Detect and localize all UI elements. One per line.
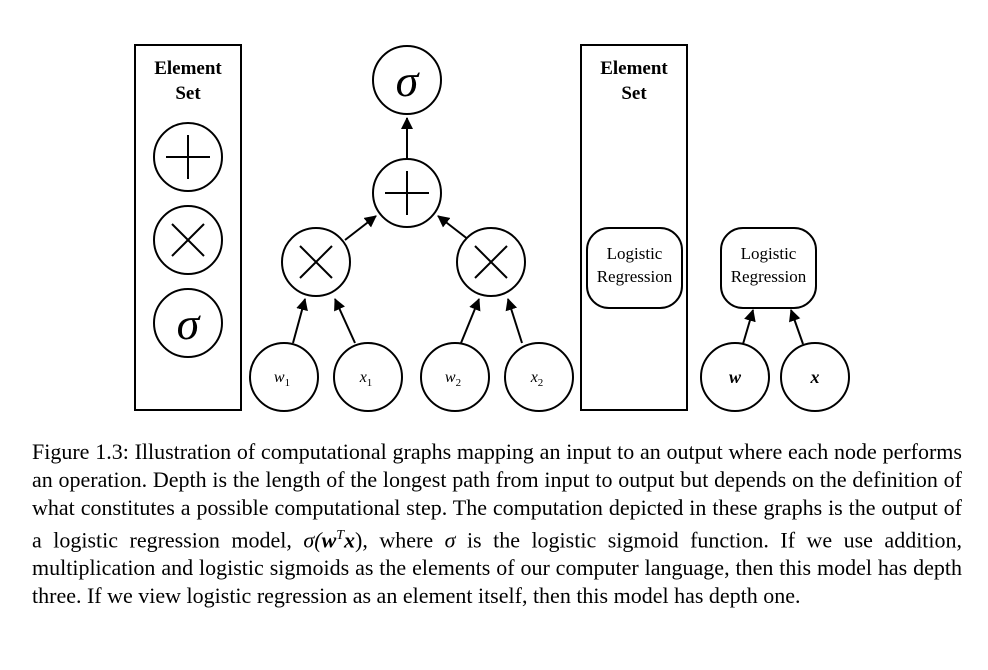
element-logistic-regression-node: Logistic Regression <box>586 227 683 309</box>
caption-math-close: ) <box>355 527 363 553</box>
caption-math-sigma: σ( <box>303 527 322 553</box>
x1-label: x <box>359 369 367 386</box>
caption-label: Figure 1.3: <box>32 439 129 464</box>
graph-w2-node: w2 <box>420 342 490 412</box>
svg-text:w1: w1 <box>274 369 290 389</box>
graph-x1-node: x1 <box>333 342 403 412</box>
graph-sigma-node: σ <box>372 45 442 115</box>
caption-math-x: x <box>344 527 356 553</box>
caption-sentence-2: , where <box>362 527 434 553</box>
w-label: w <box>729 367 742 387</box>
figure-caption: Figure 1.3: Illustration of computationa… <box>32 438 962 610</box>
element-lr-line1: Logistic <box>607 244 663 263</box>
element-plus-node <box>153 122 223 192</box>
edge-x-to-lr <box>789 309 804 345</box>
edge-mul-right-to-sum <box>437 215 470 241</box>
graph-sigma-glyph: σ <box>396 55 421 106</box>
graph-right: Logistic Regression w x <box>700 227 850 412</box>
element-lr-line2: Regression <box>597 267 673 286</box>
element-set-title-right-line2: Set <box>621 83 647 104</box>
element-sigma-node: σ <box>153 288 223 358</box>
svg-text:w2: w2 <box>445 369 461 389</box>
edge-x1-to-mul-left <box>334 298 356 344</box>
graph-lr-line2: Regression <box>731 267 807 286</box>
element-times-node <box>153 205 223 275</box>
w1-subscript: 1 <box>285 377 291 389</box>
w2-label: w <box>445 369 456 386</box>
graph-sum-node <box>372 158 442 228</box>
edge-w-to-lr <box>742 309 756 345</box>
graph-mul-left-node <box>281 227 351 297</box>
svg-text:x2: x2 <box>530 369 544 389</box>
w1-label: w <box>274 369 285 386</box>
x1-subscript: 1 <box>367 377 373 389</box>
svg-text:x1: x1 <box>359 369 373 389</box>
element-set-title-left-line1: Element <box>154 58 222 79</box>
graph-w-node: w <box>700 342 770 412</box>
graph-x2-node: x2 <box>504 342 574 412</box>
x2-label: x <box>530 369 538 386</box>
caption-math-w: w <box>321 527 337 553</box>
element-set-title-right-line1: Element <box>600 58 668 79</box>
x2-subscript: 2 <box>538 377 544 389</box>
element-set-title-left-line2: Set <box>175 83 201 104</box>
edge-w1-to-mul-left <box>292 298 308 344</box>
caption-sigma: σ <box>444 527 456 553</box>
graph-left: σ w1 x1 <box>249 45 574 412</box>
graph-lr-line1: Logistic <box>741 244 797 263</box>
graph-logistic-regression-node: Logistic Regression <box>720 227 817 309</box>
edge-w2-to-mul-right <box>460 298 481 344</box>
edge-x2-to-mul-right <box>505 298 523 344</box>
element-set-box-right: Element Set Logistic Regression <box>580 44 688 411</box>
edge-mul-left-to-sum <box>344 215 377 241</box>
caption-math-T: T <box>336 528 345 543</box>
x-label: x <box>810 367 820 387</box>
element-sigma-glyph: σ <box>177 298 202 349</box>
element-set-box-left: Element Set σ <box>134 44 242 411</box>
computational-graph-diagram: Element Set σ σ <box>134 44 850 412</box>
caption-sentence-1: Illustration of computational graphs map… <box>32 439 962 553</box>
caption-sentence-3: is the logistic sigmoid function. If we … <box>32 527 963 609</box>
graph-x-node: x <box>780 342 850 412</box>
graph-mul-right-node <box>456 227 526 297</box>
w2-subscript: 2 <box>456 377 462 389</box>
graph-w1-node: w1 <box>249 342 319 412</box>
